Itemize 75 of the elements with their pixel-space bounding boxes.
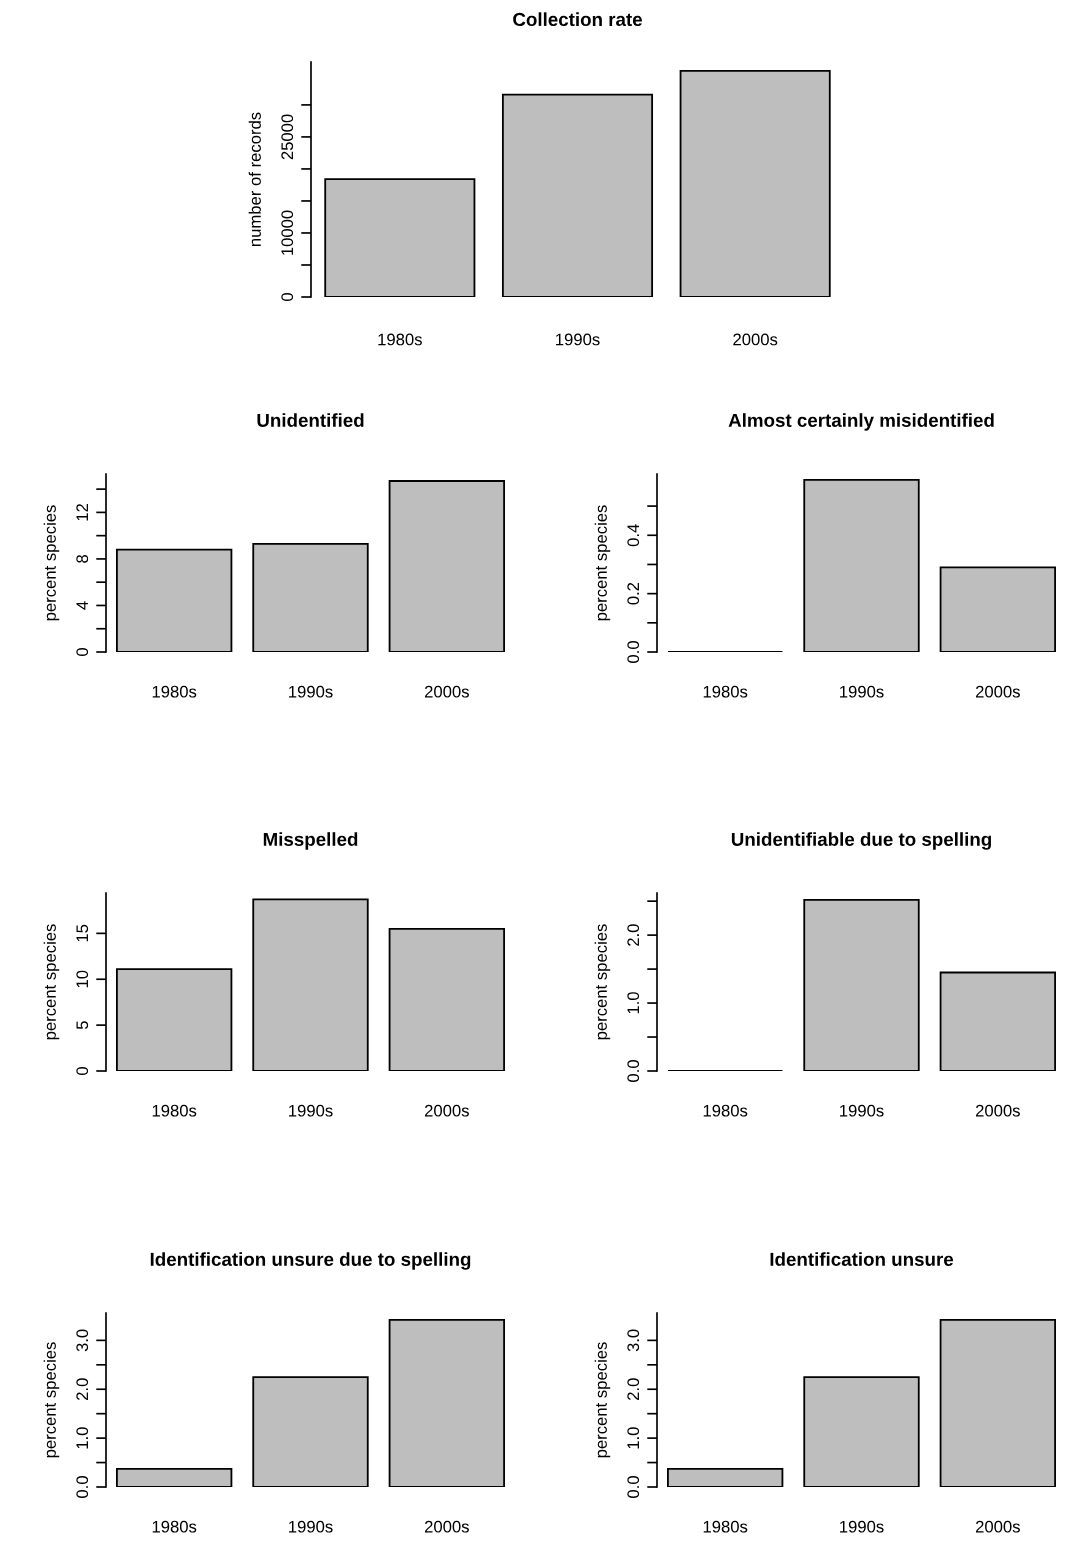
chart-title: Unidentified (257, 413, 364, 427)
chart-title: Unidentifiable due to spelling (731, 832, 991, 850)
x-tick-label: 1980s (703, 1104, 748, 1117)
y-tick-label: 1.0 (627, 1427, 640, 1449)
y-tick-label: 0.4 (627, 524, 640, 547)
x-tick-label: 1990s (840, 1520, 884, 1533)
bar (116, 968, 233, 1071)
y-tick-label: 0 (76, 648, 89, 656)
chart-title: Almost certainly misidentified (728, 413, 994, 431)
y-tick-label: 2.0 (627, 1378, 640, 1400)
y-axis-title: percent species (43, 505, 60, 621)
bar (388, 927, 505, 1071)
y-axis-title: percent species (43, 1342, 60, 1458)
y-tick-label: 3.0 (76, 1329, 89, 1352)
x-tick-label: 1980s (703, 685, 748, 698)
bar (501, 93, 654, 297)
y-tick-label: 0.0 (627, 1060, 640, 1082)
bar (324, 178, 476, 297)
y-tick-label: 10000 (281, 210, 294, 255)
x-tick-label: 2000s (424, 1520, 469, 1533)
y-tick-label: 0 (76, 1067, 89, 1075)
bar (803, 1376, 920, 1487)
y-axis-title: percent species (594, 1342, 611, 1458)
x-tick-label: 2000s (424, 1104, 469, 1117)
chart-title: Collection rate (513, 12, 642, 27)
bar (939, 1318, 1056, 1487)
x-tick-label: 1990s (840, 1104, 884, 1117)
y-tick-label: 0.0 (627, 1476, 640, 1498)
y-tick-label: 0 (281, 293, 294, 301)
y-axis-title: percent species (43, 924, 60, 1040)
chart-title: Misspelled (263, 832, 358, 850)
x-tick-label: 1990s (289, 1104, 333, 1117)
bar (667, 1468, 784, 1487)
x-tick-label: 1980s (703, 1520, 748, 1533)
x-tick-label: 1980s (152, 1520, 197, 1533)
y-tick-label: 10 (76, 970, 89, 988)
y-tick-label: 8 (76, 555, 89, 563)
bar (116, 1468, 233, 1487)
x-tick-label: 1980s (152, 685, 197, 698)
y-tick-label: 0.0 (627, 641, 640, 663)
y-tick-label: 3.0 (627, 1329, 640, 1352)
x-tick-label: 1990s (289, 1520, 333, 1533)
y-tick-label: 25000 (281, 114, 294, 160)
y-tick-label: 4 (76, 601, 88, 610)
y-axis-title: number of records (248, 112, 261, 247)
x-tick-label: 1990s (556, 333, 600, 346)
bar (252, 542, 369, 652)
x-tick-label: 1980s (152, 1104, 197, 1117)
x-tick-label: 2000s (975, 1104, 1020, 1117)
y-tick-label: 1.0 (627, 992, 640, 1014)
x-tick-label: 1990s (289, 685, 333, 698)
y-tick-label: 2.0 (627, 924, 640, 946)
y-tick-label: 0.0 (76, 1476, 89, 1498)
chart-title: Identification unsure due to spelling (150, 1252, 471, 1270)
y-tick-label: 15 (76, 924, 89, 942)
chart-title: Identification unsure (770, 1252, 954, 1266)
x-tick-label: 2000s (424, 685, 469, 698)
y-tick-label: 1.0 (76, 1427, 89, 1449)
bar (116, 548, 233, 652)
y-axis-title: percent species (594, 505, 611, 621)
bar (252, 1376, 369, 1487)
x-tick-label: 1990s (840, 685, 884, 698)
x-tick-label: 2000s (733, 333, 778, 346)
y-tick-label: 5 (76, 1021, 89, 1030)
bar (388, 480, 505, 652)
x-tick-label: 1980s (378, 333, 422, 346)
y-tick-label: 0.2 (627, 582, 640, 605)
bar (252, 898, 369, 1071)
bar (679, 70, 831, 297)
x-tick-label: 2000s (975, 685, 1020, 698)
y-tick-label: 2.0 (76, 1378, 89, 1400)
y-axis-title: percent species (594, 924, 611, 1040)
bar (388, 1318, 505, 1487)
y-tick-label: 12 (76, 503, 88, 521)
x-tick-label: 2000s (975, 1520, 1020, 1533)
